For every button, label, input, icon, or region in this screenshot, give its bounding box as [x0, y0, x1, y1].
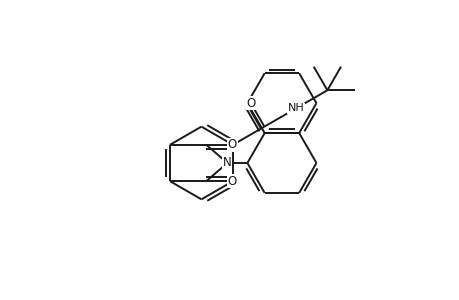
- Text: O: O: [227, 138, 236, 151]
- Text: O: O: [227, 175, 236, 188]
- Text: NH: NH: [287, 103, 303, 113]
- Text: N: N: [223, 157, 231, 169]
- Text: O: O: [246, 97, 255, 110]
